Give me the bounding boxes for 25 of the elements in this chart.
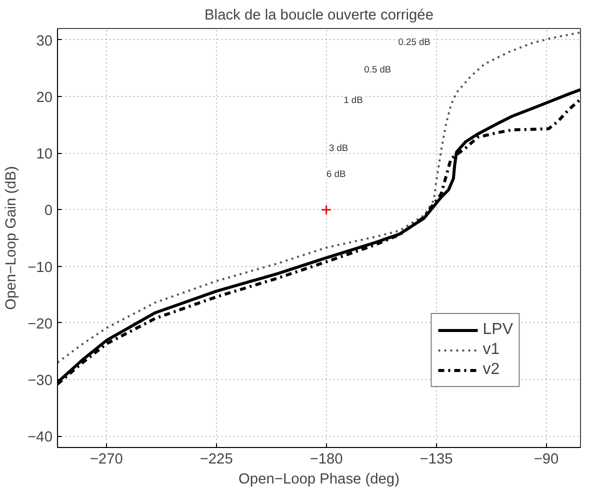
- y-tick-label: 20: [36, 90, 53, 106]
- x-tick-label: −270: [90, 452, 123, 468]
- y-axis-title: Open−Loop Gain (dB): [4, 166, 20, 310]
- y-tick-label: −20: [28, 316, 53, 332]
- y-tick-label: 10: [36, 146, 53, 163]
- annotation: 0.5 dB: [364, 64, 392, 74]
- legend-label: v2: [482, 361, 501, 379]
- y-tick-label: 0: [44, 203, 53, 220]
- x-tick-label: −90: [534, 452, 559, 468]
- y-tick-label: 30: [36, 33, 53, 50]
- x-tick-label: −225: [200, 452, 233, 468]
- x-tick-label: −135: [420, 452, 453, 468]
- x-axis-title: Open−Loop Phase (deg): [238, 472, 400, 488]
- annotation: 0.25 dB: [398, 37, 430, 48]
- y-tick-label: −40: [28, 430, 53, 446]
- y-tick-label: −10: [28, 260, 53, 276]
- chart-title: Black de la boucle ouverte corrigée: [204, 8, 434, 24]
- line-series: [58, 31, 580, 364]
- annotation: 3 dB: [328, 142, 348, 153]
- y-tick-label: −30: [28, 373, 53, 390]
- annotation: 6 dB: [326, 169, 346, 180]
- legend-label: v1: [482, 341, 501, 359]
- annotation: 1 dB: [344, 94, 363, 105]
- legend-label: LPV: [482, 321, 513, 339]
- x-tick-label: −180: [310, 452, 343, 468]
